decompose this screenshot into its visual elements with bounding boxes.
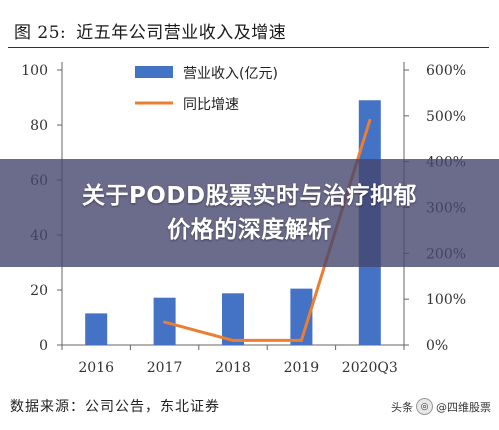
figure-label: 图 25: <box>14 23 67 43</box>
legend-swatch-bar <box>135 66 173 78</box>
bar <box>222 293 244 345</box>
x-tick-label: 2017 <box>147 360 183 376</box>
growth-point <box>163 320 167 324</box>
bar <box>290 288 313 345</box>
y-tick-label-right: 100% <box>426 292 466 308</box>
x-tick-label: 2016 <box>78 360 114 376</box>
growth-point <box>299 338 303 342</box>
growth-point <box>368 118 372 122</box>
growth-point <box>231 338 235 342</box>
y-tick-label-left: 100 <box>21 63 48 79</box>
figure-title-text: 近五年公司营业收入及增速 <box>76 23 287 43</box>
watermark: 头条 ◎ @四维股票 <box>391 398 491 415</box>
y-tick-label-right: 0% <box>426 338 448 354</box>
legend-label-line: 同比增速 <box>183 97 239 113</box>
x-tick-label: 2020Q3 <box>342 360 398 376</box>
x-tick-label: 2019 <box>284 360 320 376</box>
watermark-handle: @四维股票 <box>436 400 491 414</box>
x-tick-label: 2018 <box>215 360 251 376</box>
y-tick-label-right: 600% <box>426 63 466 79</box>
y-tick-label-left: 20 <box>30 283 48 299</box>
data-source-note: 数据来源：公司公告，东北证券 <box>10 399 220 415</box>
legend-label-bar: 营业收入(亿元) <box>183 66 278 82</box>
y-tick-label-left: 0 <box>39 338 48 354</box>
title-rule <box>8 47 489 48</box>
headline-line-2: 价格的深度解析 <box>167 217 332 243</box>
y-tick-label-left: 80 <box>30 118 48 134</box>
headline-banner: 关于PODD股票实时与治疗抑郁 价格的深度解析 <box>0 159 499 267</box>
y-tick-label-right: 500% <box>426 109 466 125</box>
watermark-badge-icon: ◎ <box>416 398 433 415</box>
bar <box>85 313 108 345</box>
figure-title: 图 25: 近五年公司营业收入及增速 <box>14 18 286 43</box>
headline-line-1: 关于PODD股票实时与治疗抑郁 <box>81 183 418 209</box>
watermark-prefix: 头条 <box>391 400 413 414</box>
